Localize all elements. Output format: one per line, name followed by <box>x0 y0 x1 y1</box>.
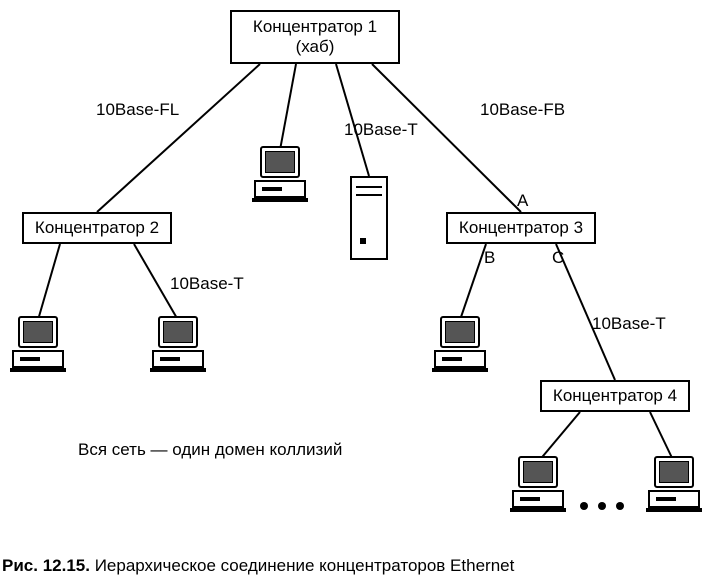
edge-line <box>650 412 674 462</box>
computer-icon <box>150 316 206 372</box>
hub-3-label: Концентратор 3 <box>459 218 583 238</box>
collision-domain-note: Вся сеть — один домен коллизий <box>78 440 342 460</box>
edge-line <box>280 64 296 150</box>
computer-icon <box>432 316 488 372</box>
edge-label-10base-fl: 10Base-FL <box>96 100 179 120</box>
hub-1-line1: Концентратор 1 <box>253 17 377 36</box>
ellipsis-icon <box>580 502 624 510</box>
hub-2-label: Концентратор 2 <box>35 218 159 238</box>
figure-caption-text: Иерархическое соединение концентраторов … <box>95 556 515 575</box>
edge-line <box>97 64 260 212</box>
figure-caption: Рис. 12.15. Иерархическое соединение кон… <box>2 556 514 576</box>
edge-line <box>460 244 486 320</box>
port-label-b: B <box>484 248 495 268</box>
port-label-a: A <box>517 191 528 211</box>
edge-label-10base-t: 10Base-T <box>170 274 244 294</box>
diagram-stage: Концентратор 1 (хаб) Концентратор 2 Конц… <box>0 0 717 579</box>
server-icon <box>350 176 388 260</box>
edge-label-10base-t: 10Base-T <box>592 314 666 334</box>
edge-line <box>556 244 615 380</box>
hub-1-label: Концентратор 1 (хаб) <box>253 17 377 56</box>
hub-4-box: Концентратор 4 <box>540 380 690 412</box>
computer-icon <box>252 146 308 202</box>
figure-caption-prefix: Рис. 12.15. <box>2 556 90 575</box>
edge-label-10base-t: 10Base-T <box>344 120 418 140</box>
computer-icon <box>10 316 66 372</box>
hub-1-line2: (хаб) <box>296 37 335 56</box>
hub-4-label: Концентратор 4 <box>553 386 677 406</box>
hub-1-box: Концентратор 1 (хаб) <box>230 10 400 64</box>
hub-3-box: Концентратор 3 <box>446 212 596 244</box>
edge-label-10base-fb: 10Base-FB <box>480 100 565 120</box>
edges-layer <box>0 0 717 579</box>
hub-2-box: Концентратор 2 <box>22 212 172 244</box>
edge-line <box>538 412 580 462</box>
edge-line <box>38 244 60 320</box>
port-label-c: C <box>552 248 564 268</box>
computer-icon <box>510 456 566 512</box>
computer-icon <box>646 456 702 512</box>
